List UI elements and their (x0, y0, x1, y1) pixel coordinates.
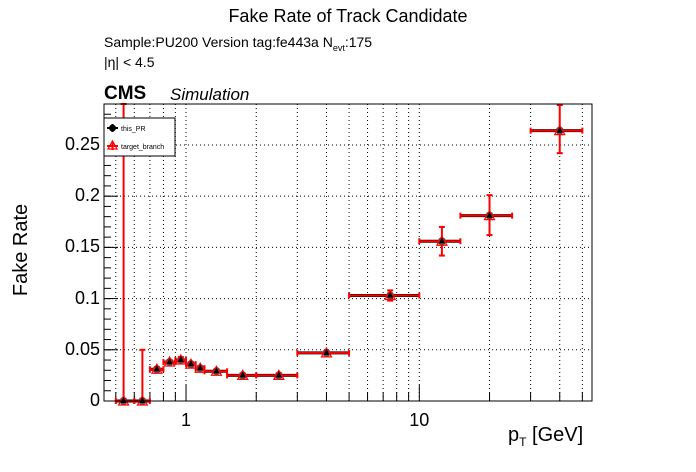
marker-target (320, 346, 333, 358)
marker-target (272, 369, 285, 380)
y-tick-label: 0.2 (74, 185, 100, 206)
x-label-p: p (508, 424, 520, 446)
sample-info: Sample:PU200 Version tag:fe443a Nevt:175 (104, 34, 372, 53)
marker-target (384, 289, 397, 301)
marker-target (163, 355, 176, 367)
legend-marker-this-pr (109, 124, 116, 132)
legend-label-this-pr: this_PR (121, 126, 146, 133)
x-axis-label: pT [GeV] (508, 424, 583, 449)
y-tick-label: 0.25 (64, 133, 100, 154)
grid-lines (104, 104, 592, 401)
marker-target (210, 365, 223, 376)
marker-target (553, 124, 566, 136)
x-label-sub: T (519, 435, 527, 449)
marker-target (435, 234, 448, 246)
marker-target (184, 357, 197, 369)
x-label-unit: [GeV] (526, 424, 584, 446)
y-tick-label: 0 (89, 390, 100, 410)
nevt-subscript: evt (332, 42, 345, 53)
cms-label: CMS (104, 83, 147, 104)
data-points (114, 103, 584, 406)
eta-cut-label: |η| < 4.5 (104, 54, 155, 70)
chart-title: Fake Rate of Track Candidate (228, 6, 468, 26)
y-tick-label: 0.05 (64, 338, 100, 359)
x-tick-label: 10 (409, 410, 430, 430)
x-tick-label: 1 (181, 410, 192, 430)
y-tick-label: 0.15 (64, 236, 100, 257)
simulation-label: Simulation (170, 85, 250, 104)
sample-text: Sample:PU200 Version tag:fe443a N (104, 34, 333, 50)
legend: this_PR target_branch (103, 117, 176, 157)
marker-target (150, 363, 163, 374)
marker-target (483, 209, 496, 221)
legend-marker-target (106, 139, 119, 150)
legend-label-target: target_branch (121, 144, 164, 151)
marker-target (174, 353, 187, 365)
y-tick-label: 0.1 (74, 287, 100, 308)
marker-target (236, 369, 249, 380)
marker-target (194, 361, 207, 373)
nevt-value: :175 (344, 34, 373, 50)
plot-frame (103, 103, 593, 402)
